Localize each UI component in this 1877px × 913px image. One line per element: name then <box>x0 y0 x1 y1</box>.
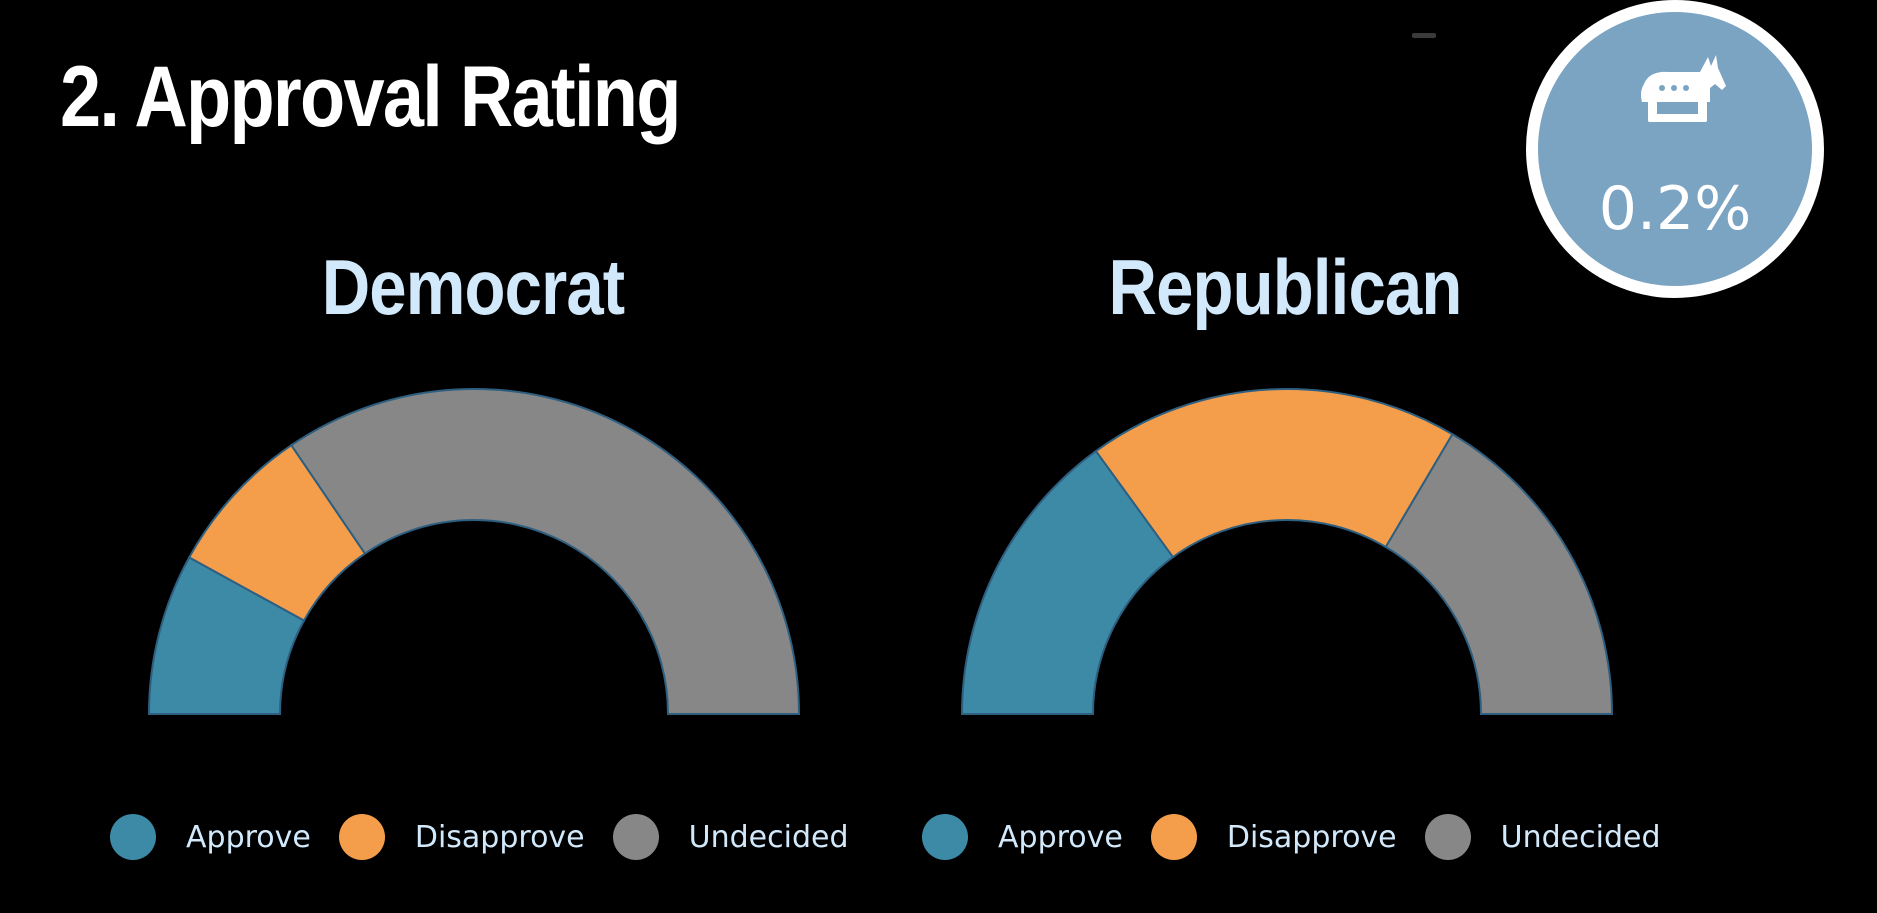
legend-label-approve: Approve <box>186 819 311 855</box>
badge-value: 0.2% <box>1598 174 1752 244</box>
legend-item-approve[interactable]: Approve <box>110 814 311 860</box>
legend-swatch-undecided <box>1424 814 1471 860</box>
legend-swatch-approve <box>110 814 156 860</box>
legend-item-disapprove[interactable]: Disapprove <box>338 814 585 860</box>
legend-label-undecided: Undecided <box>688 819 849 855</box>
legend-item-undecided[interactable]: Undecided <box>612 814 849 860</box>
window-handle <box>1412 33 1436 38</box>
legend-label-disapprove: Disapprove <box>414 819 585 855</box>
gauge-segment-disapprove[interactable] <box>1094 388 1454 559</box>
legend-swatch-disapprove <box>338 814 385 860</box>
gauge-democrat <box>147 388 801 715</box>
legend-label-approve: Approve <box>998 819 1123 855</box>
chart-title-democrat: Democrat <box>321 243 625 331</box>
legend-swatch-disapprove <box>1150 814 1197 860</box>
legend-label-disapprove: Disapprove <box>1226 819 1397 855</box>
gauge-republican <box>960 388 1614 715</box>
gauge-segment-approve[interactable] <box>960 449 1175 715</box>
gauge-segment-undecided[interactable] <box>289 388 801 715</box>
legend-democrat: Approve Disapprove Undecided <box>110 812 876 862</box>
page-title: 2. Approval Rating <box>60 49 681 145</box>
gauge-segment-undecided[interactable] <box>1384 432 1614 715</box>
chart-title-republican: Republican <box>1108 243 1463 331</box>
legend-republican: Approve Disapprove Undecided <box>922 812 1688 862</box>
legend-item-undecided[interactable]: Undecided <box>1424 814 1661 860</box>
legend-label-undecided: Undecided <box>1500 819 1661 855</box>
legend-swatch-undecided <box>612 814 659 860</box>
legend-item-approve[interactable]: Approve <box>922 814 1123 860</box>
legend-item-disapprove[interactable]: Disapprove <box>1150 814 1397 860</box>
donkey-icon <box>1640 55 1726 122</box>
legend-swatch-approve <box>922 814 968 860</box>
